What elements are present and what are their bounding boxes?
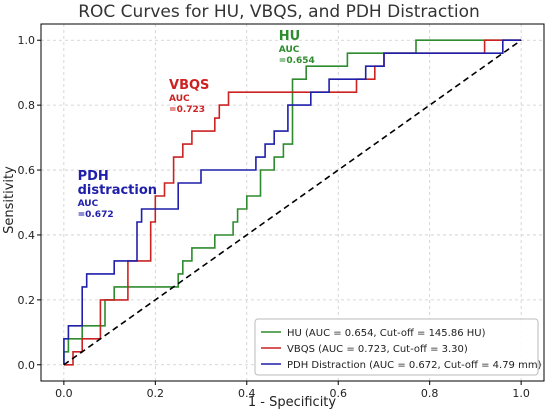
- diagonal-reference-line: [63, 39, 522, 366]
- x-axis-label: 1 - Specificity: [248, 395, 337, 410]
- legend-entry-hu: HU (AUC = 0.654, Cut-off = 145.86 HU): [287, 328, 486, 339]
- y-axis-label: Sensitivity: [2, 166, 17, 234]
- legend-entry-pdh: PDH Distraction (AUC = 0.672, Cut-off = …: [287, 360, 542, 371]
- annotation-pdh-auc-label: AUC: [78, 199, 99, 209]
- y-tick-label: 0.0: [18, 359, 36, 372]
- annotation-hu-auc-label: AUC: [279, 45, 300, 55]
- annotation-vbqs-auc-value: =0.723: [169, 105, 205, 115]
- x-tick-label: 0.6: [329, 387, 347, 400]
- annotation-pdh-label: PDH: [78, 169, 109, 184]
- series-line-hu: [63, 39, 522, 365]
- series-layer: [63, 39, 522, 366]
- chart-title: ROC Curves for HU, VBQS, and PDH Distrac…: [78, 2, 480, 22]
- y-tick-label: 1.0: [18, 34, 36, 47]
- series-line-vbqs: [63, 39, 522, 366]
- annotation-hu-auc-value: =0.654: [279, 56, 315, 66]
- y-tick-label: 0.8: [18, 99, 36, 112]
- legend: HU (AUC = 0.654, Cut-off = 145.86 HU) VBQ…: [254, 318, 542, 376]
- annotation-pdh-label2: distraction: [78, 183, 157, 198]
- x-tick-label: 0.2: [147, 387, 165, 400]
- annotation-vbqs-label: VBQS: [169, 78, 209, 93]
- annotation-hu-label: HU: [279, 29, 300, 44]
- ticks: 0.0 0.2 0.4 0.6 0.8 1.0 0.0 0.2 0.4 0.6 0.8 1.0: [18, 34, 530, 400]
- annotations: HUAUC=0.654VBQSAUC=0.723PDHdistractionAU…: [78, 29, 315, 220]
- legend-box: [254, 318, 539, 376]
- y-tick-label: 0.2: [18, 294, 36, 307]
- x-tick-label: 0.4: [238, 387, 256, 400]
- x-tick-label: 1.0: [512, 387, 530, 400]
- annotation-vbqs-auc-label: AUC: [169, 94, 190, 104]
- x-tick-label: 0.8: [421, 387, 439, 400]
- annotation-pdh-auc-value: =0.672: [78, 210, 114, 220]
- y-tick-label: 0.4: [18, 229, 36, 242]
- plot-frame: [40, 23, 545, 382]
- x-tick-label: 0.0: [55, 387, 73, 400]
- series-line-pdh: [63, 39, 522, 365]
- plot-area: 0.0 0.2 0.4 0.6 0.8 1.00.00.20.40.60.81.0 HUA…: [18, 23, 545, 400]
- legend-entry-vbqs: VBQS (AUC = 0.723, Cut-off = 3.30): [287, 344, 468, 355]
- y-tick-label: 0.6: [18, 164, 36, 177]
